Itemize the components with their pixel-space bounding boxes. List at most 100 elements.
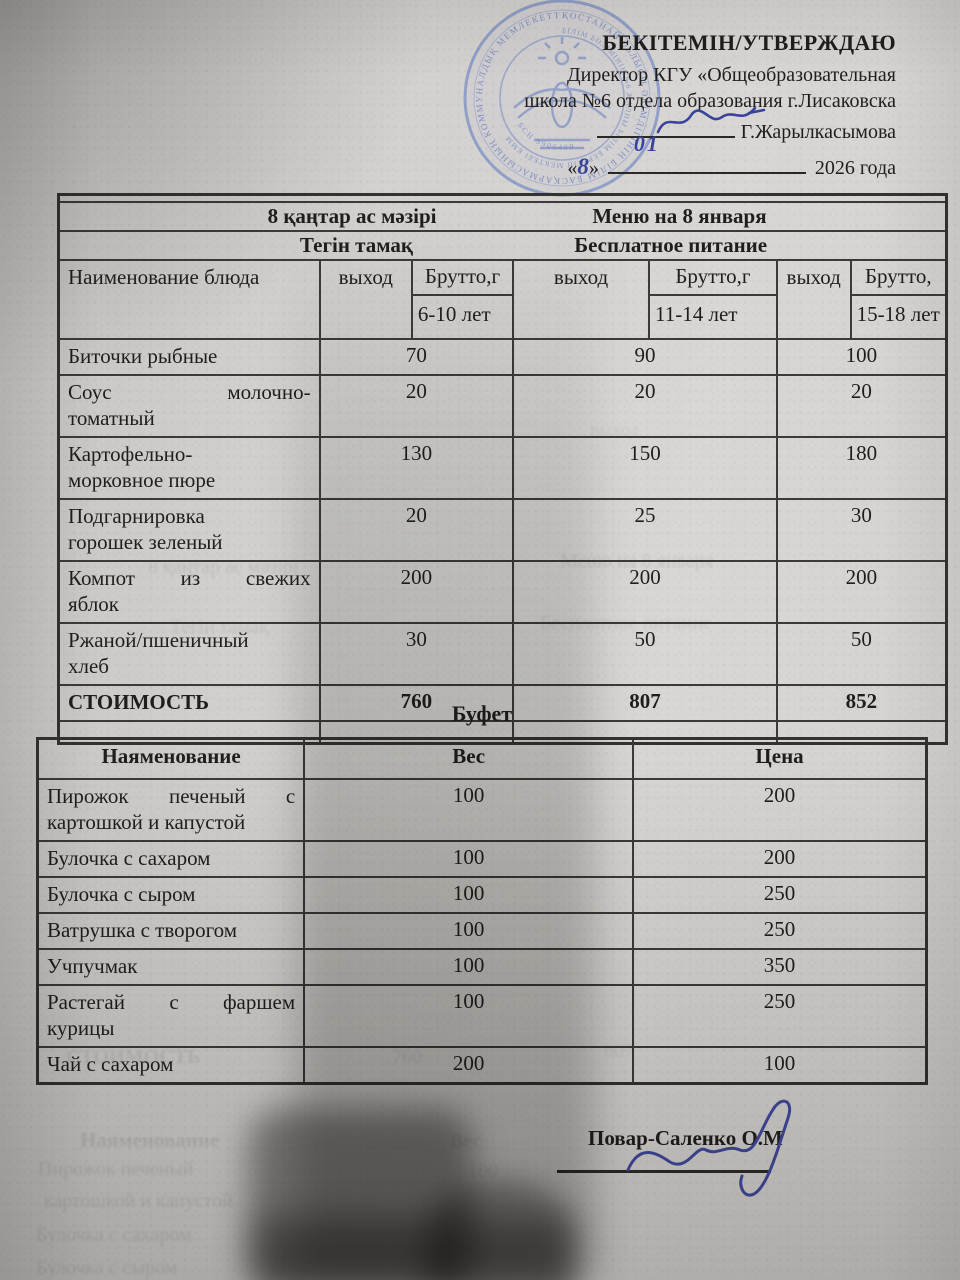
menu-title-kz: 8 қаңтар ас мәзірі <box>267 204 437 228</box>
col-header-brutto-1: Брутто,г 6-10 лет <box>410 259 515 340</box>
approval-date-row: «8» 01 2026 года <box>466 131 896 181</box>
col-header-out-3: выход <box>775 259 852 340</box>
approval-title: БЕКІТЕМІН/УТВЕРЖДАЮ <box>602 30 896 55</box>
portion-value: 20 <box>775 374 948 438</box>
approval-header: БЕКІТЕМІН/УТВЕРЖДАЮ Директор КГУ «Общеоб… <box>466 30 896 181</box>
approval-line-2: Директор КГУ «Общеобразовательная <box>567 64 896 86</box>
portion-value: 30 <box>318 622 515 686</box>
dish-name: Соус молочно-томатный <box>57 374 321 438</box>
dish-name: Компот из свежих яблок <box>57 560 321 624</box>
item-price: 250 <box>632 876 928 914</box>
ghost-text-line: Наяменование <box>80 1128 220 1152</box>
col-header-weight: Вес <box>303 737 635 780</box>
table-row: Учпучмак 100 350 <box>36 948 928 986</box>
item-weight: 100 <box>303 984 635 1048</box>
year-text: 2026 года <box>814 157 896 179</box>
table-row: Картофельно-морковное пюре 130 150 180 <box>57 436 948 500</box>
table-row: Растегай с фаршем курицы 100 250 <box>36 984 928 1048</box>
dish-name: Картофельно-морковное пюре <box>57 436 321 500</box>
portion-value: 130 <box>318 436 515 500</box>
table-row: Булочка с сахаром 100 200 <box>36 840 928 878</box>
brutto-label-3: Брутто, <box>852 262 945 296</box>
col-header-out-1: выход <box>318 259 413 340</box>
menu-subtitle-ru: Бесплатное питание <box>574 233 768 257</box>
ghost-text-line: 100 <box>468 1160 498 1182</box>
handwritten-day: 8 <box>577 154 589 179</box>
brutto-label-2: Брутто,г <box>650 262 775 296</box>
item-name: Учпучмак <box>36 948 306 986</box>
stamp-inner-ring <box>499 35 625 161</box>
total-cost-row: СТОИМОСТЬ 760 807 852 <box>57 684 948 722</box>
buffet-table: Наяменование Вес Цена Пирожок печеный с кар… <box>36 737 928 1085</box>
ghost-text-line: картошкой и капустой <box>44 1190 233 1212</box>
item-name: Булочка с сыром <box>36 876 306 914</box>
item-price: 250 <box>632 912 928 950</box>
cook-signature-line <box>557 1170 771 1173</box>
total-value: 852 <box>775 684 948 722</box>
camera-shadow-silhouette <box>248 1108 473 1280</box>
col-header-brutto-3: Брутто, 15-18 лет <box>849 259 948 340</box>
ghost-text-line: Вес <box>450 1130 482 1152</box>
age-group-3: 15-18 лет <box>856 302 940 326</box>
col-header-out-2: выход <box>512 259 650 340</box>
table-row: Компот из свежих яблок 200 200 200 <box>57 560 948 624</box>
table-row: Пирожок печеный с картошкой и капустой 100 … <box>36 778 928 842</box>
table-row: Чай с сахаром 200 100 <box>36 1046 928 1085</box>
portion-value: 50 <box>512 622 778 686</box>
menu-subtitle-kz: Тегін тамақ <box>299 233 414 257</box>
item-weight: 100 <box>303 912 635 950</box>
item-weight: 100 <box>303 876 635 914</box>
age-group-1: 6-10 лет <box>417 302 491 326</box>
camera-shadow-silhouette <box>425 1178 575 1280</box>
portion-value: 30 <box>775 498 948 562</box>
portion-value: 150 <box>512 436 778 500</box>
director-name: Г.Жарылкасымова <box>740 121 896 143</box>
portion-value: 70 <box>318 338 515 376</box>
item-price: 200 <box>632 778 928 842</box>
portion-value: 90 <box>512 338 778 376</box>
buffet-section-title: Буфет <box>451 701 513 726</box>
item-weight: 100 <box>303 840 635 878</box>
director-signature-row: Г.Жарылкасымова <box>466 119 896 145</box>
dish-name: Ржаной/пшеничный хлеб <box>57 622 321 686</box>
item-name: Булочка с сахаром <box>36 840 306 878</box>
item-name: Растегай с фаршем курицы <box>36 984 306 1048</box>
col-header-item-name: Наяменование <box>36 737 306 780</box>
col-header-brutto-2: Брутто,г 11-14 лет <box>648 259 778 340</box>
portion-value: 20 <box>318 374 515 438</box>
total-value: 760 <box>318 684 515 722</box>
portion-value: 100 <box>775 338 948 376</box>
stamp-emblem <box>513 37 611 150</box>
dish-name: Биточки рыбные <box>57 338 321 376</box>
date-line: 01 <box>607 131 806 174</box>
table-row: Соус молочно-томатный 20 20 20 <box>57 374 948 438</box>
table-row: Ржаной/пшеничный хлеб 30 50 50 <box>57 622 948 686</box>
item-price: 250 <box>632 984 928 1048</box>
item-price: 350 <box>632 948 928 986</box>
table-row: Биточки рыбные 70 90 100 <box>57 338 948 376</box>
approval-line-3: школа №6 отдела образования г.Лисаковска <box>524 90 896 112</box>
portion-value: 200 <box>775 560 948 624</box>
menu-header-row: Наименование блюда выход Брутто,г 6-10 л… <box>57 259 948 340</box>
camera-shadow-silhouette <box>252 1218 572 1280</box>
age-group-2: 11-14 лет <box>655 302 738 326</box>
stamp-ring-2 <box>473 9 651 187</box>
col-header-dish-name: Наименование блюда <box>57 259 321 340</box>
item-price: 200 <box>632 840 928 878</box>
portion-value: 50 <box>775 622 948 686</box>
col-header-price: Цена <box>632 737 928 780</box>
menu-title-row: 8 қаңтар ас мәзірі Меню на 8 января <box>57 201 948 232</box>
buffet-header-row: Наяменование Вес Цена <box>36 737 928 780</box>
table-row: Булочка с сыром 100 250 <box>36 876 928 914</box>
menu-subtitle-row: Тегін тамақ Бесплатное питание <box>57 230 948 261</box>
total-label: СТОИМОСТЬ <box>57 684 321 722</box>
table-top-strip <box>57 193 948 203</box>
brutto-label-1: Брутто,г <box>413 262 512 296</box>
item-price: 100 <box>632 1046 928 1085</box>
item-weight: 100 <box>303 778 635 842</box>
ghost-text-line: Пирожок печеный <box>38 1158 194 1180</box>
item-name: Ватрушка с творогом <box>36 912 306 950</box>
total-value: 807 <box>512 684 778 722</box>
item-weight: 200 <box>303 1046 635 1085</box>
